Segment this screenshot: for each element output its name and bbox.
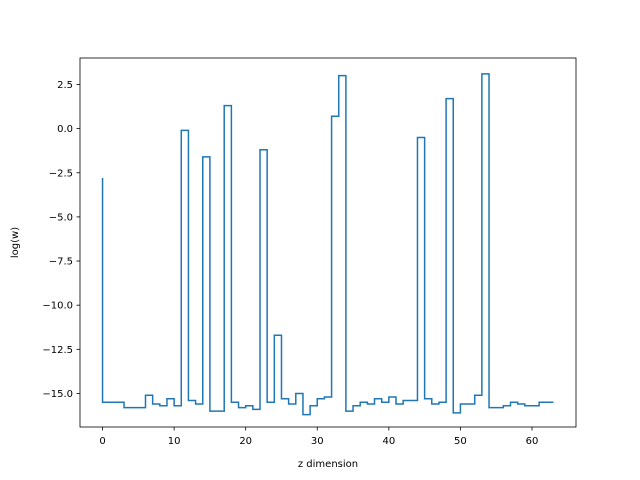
x-axis-label: z dimension — [298, 459, 358, 470]
y-tick-label: 2.5 — [57, 80, 73, 91]
x-tick-label: 50 — [454, 436, 467, 447]
y-tick-label: −7.5 — [49, 257, 73, 268]
x-tick-label: 40 — [382, 436, 395, 447]
axes-frame — [79, 57, 577, 428]
x-tick-label: 20 — [239, 436, 252, 447]
series-step-line-0 — [101, 73, 554, 416]
y-axis: 2.5 0.0 −2.5 −5.0 −7.5 −10.0 −12.5 −15.0 — [42, 80, 80, 400]
plot-area — [101, 73, 554, 416]
x-tick-label: 0 — [99, 436, 105, 447]
y-tick-label: 0.0 — [57, 124, 73, 135]
x-axis: 0 10 20 30 40 50 60 — [99, 427, 538, 447]
y-tick-label: −15.0 — [42, 389, 73, 400]
x-tick-label: 60 — [526, 436, 539, 447]
x-tick-label: 30 — [311, 436, 324, 447]
y-tick-label: −10.0 — [42, 301, 73, 312]
x-tick-label: 10 — [168, 436, 181, 447]
y-tick-label: −5.0 — [49, 212, 73, 223]
y-axis-label: log(w) — [10, 227, 21, 258]
y-tick-label: −2.5 — [49, 168, 73, 179]
y-tick-label: −12.5 — [42, 345, 73, 356]
